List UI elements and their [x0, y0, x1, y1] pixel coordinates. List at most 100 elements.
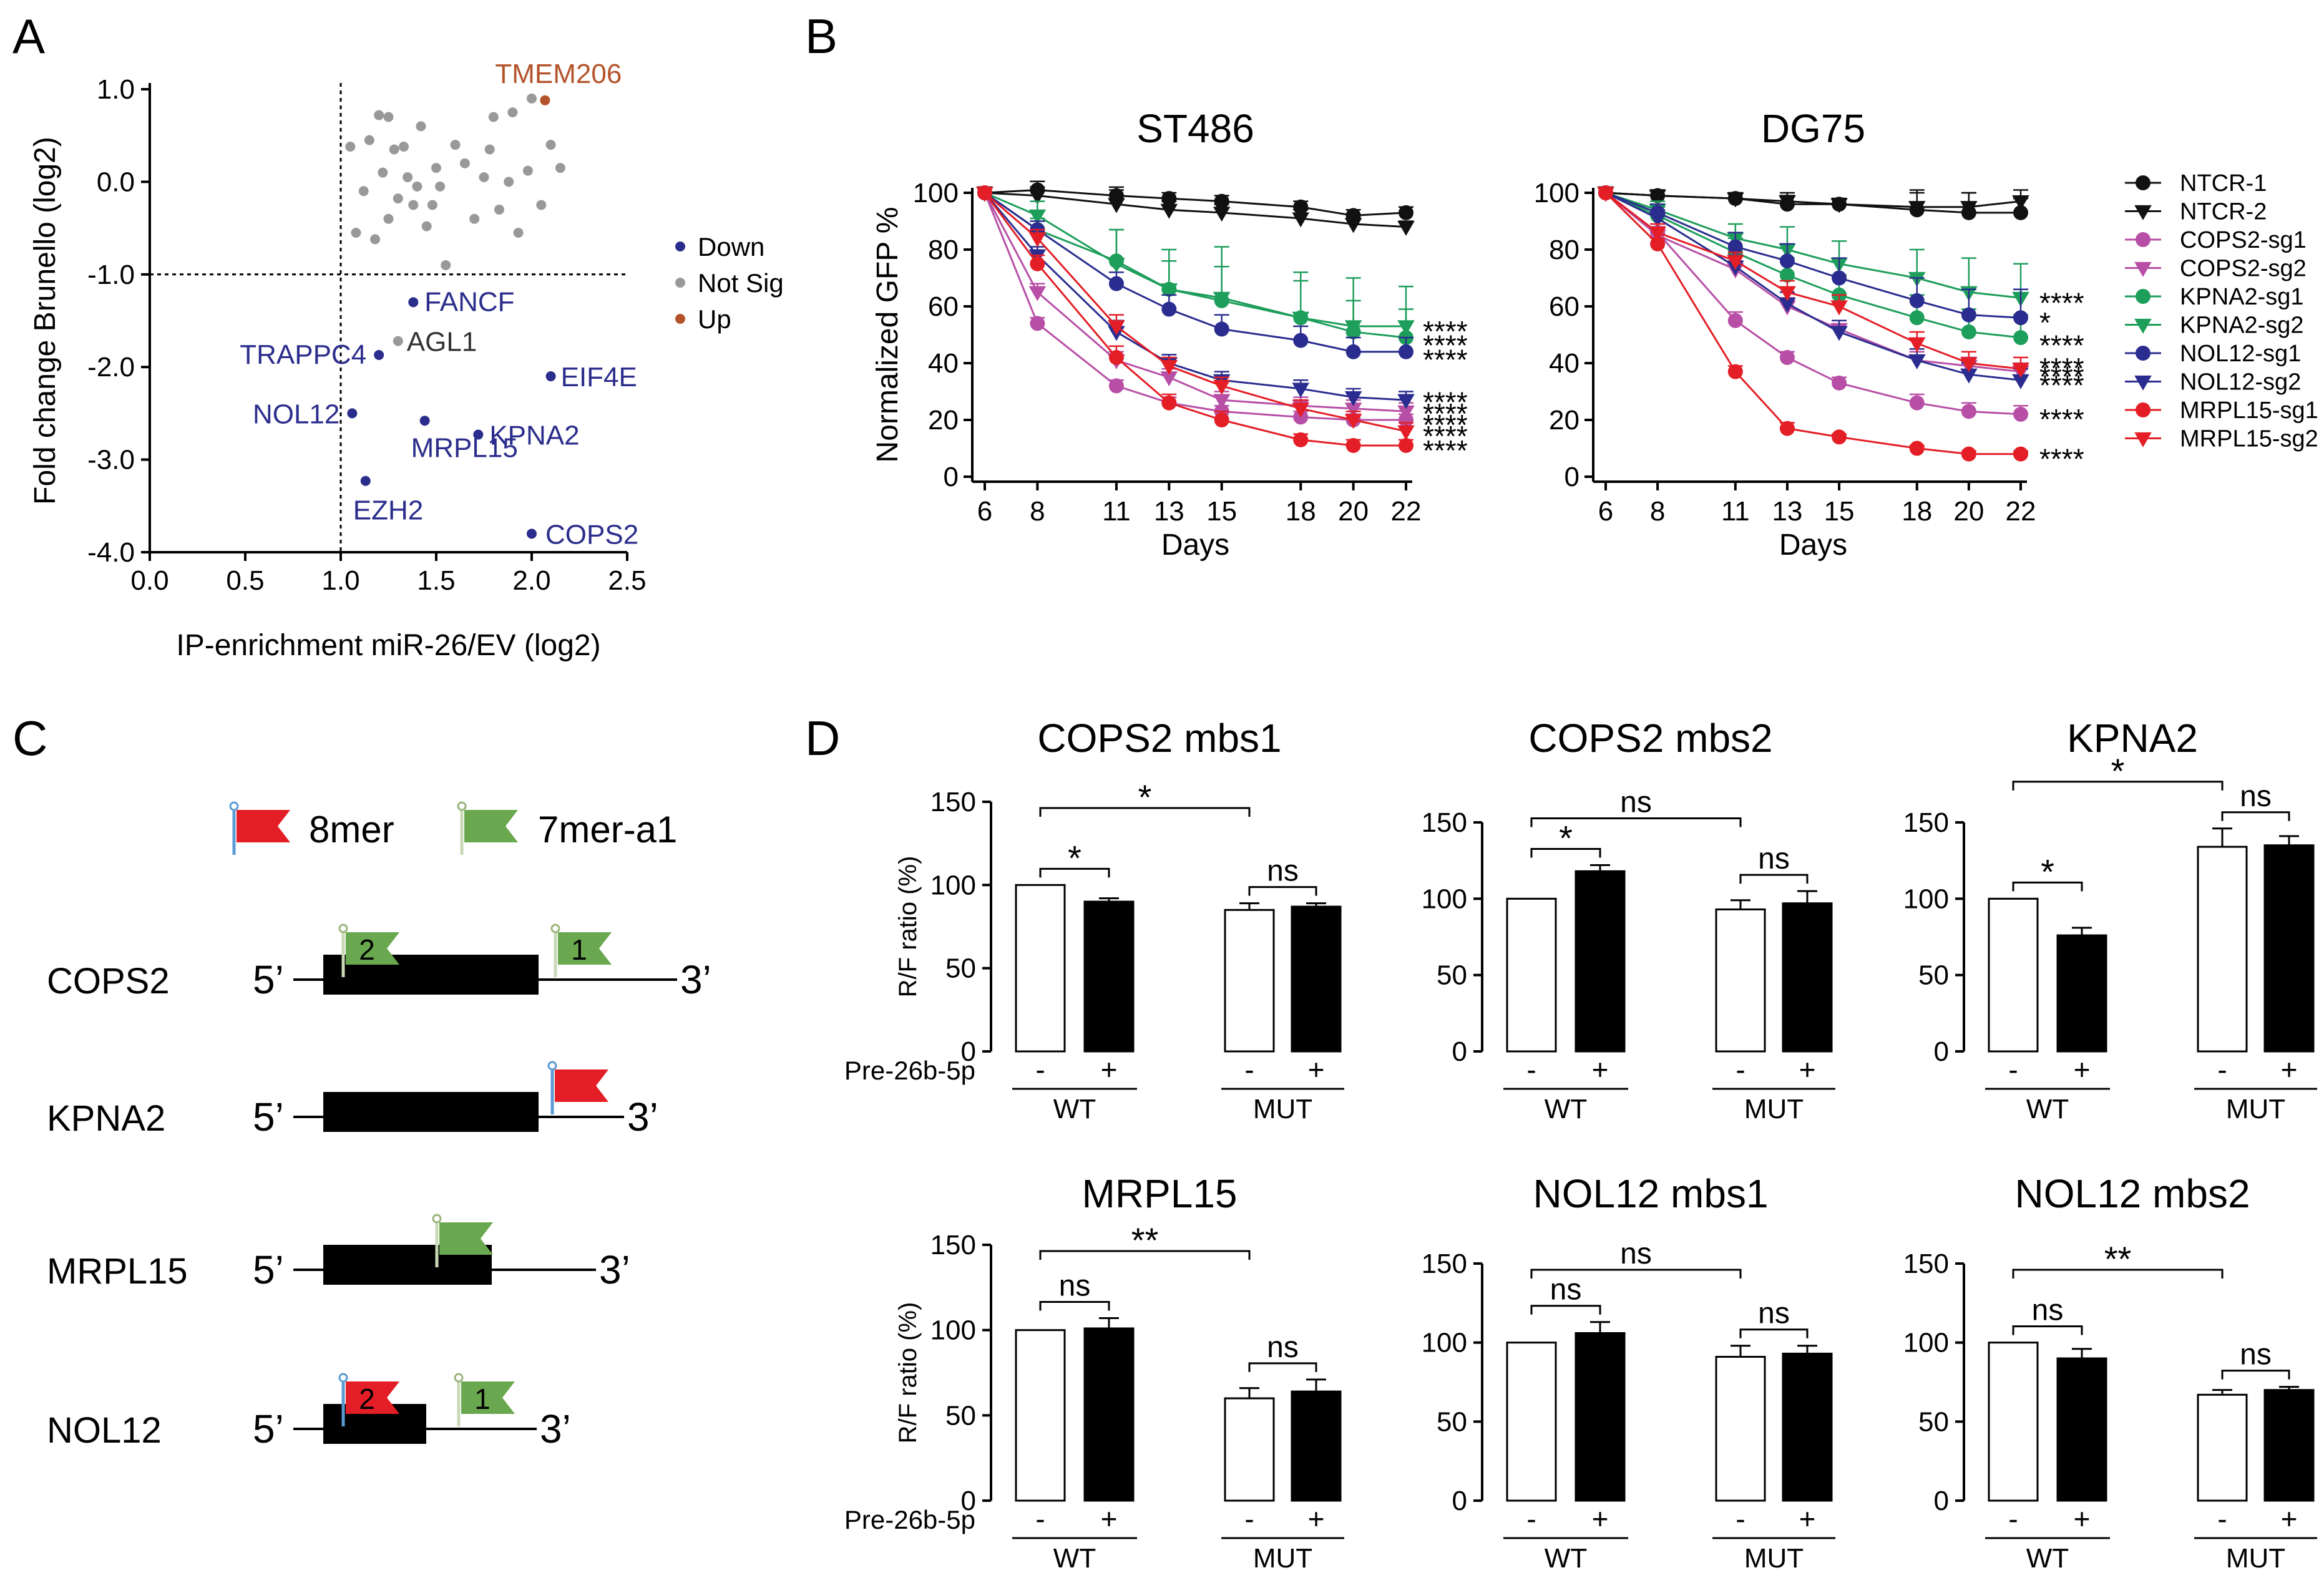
- scatter-chart: 0.0 0.5 1.0 1.5 2.0 2.5 1.0 0.0 -1.0 -2.0 -3.0 -4.0…: [29, 59, 784, 662]
- five-prime-label: 5’: [253, 1094, 284, 1139]
- comparison-label: ns: [2240, 780, 2272, 813]
- data-point: [1028, 209, 1047, 225]
- data-point: [1830, 300, 1848, 316]
- x-tick-label: 13: [1154, 496, 1184, 527]
- y-tick-label: 50: [945, 1400, 976, 1431]
- bar: [1506, 897, 1557, 1053]
- y-tick-label: 100: [1422, 884, 1467, 914]
- treatment-label: Pre-26b-5p: [844, 1056, 975, 1085]
- panel-label-b: B: [805, 9, 837, 64]
- point-label: TRAPPC4: [240, 339, 366, 370]
- y-tick-label: 50: [1437, 1406, 1467, 1437]
- not-sig-point: [504, 177, 514, 187]
- not-sig-point: [383, 112, 394, 122]
- comparison-label: ns: [1267, 1331, 1299, 1364]
- bar: [2263, 844, 2315, 1053]
- series-line: [1605, 192, 2021, 319]
- y-tick-label: -1.0: [87, 260, 135, 290]
- x-tick-label: 2.5: [608, 565, 646, 596]
- y-tick-label: 50: [1437, 960, 1467, 991]
- y-tick-label: 100: [930, 1315, 976, 1346]
- comparison-bracket: [1530, 817, 1742, 827]
- not-sig-point: [507, 107, 518, 118]
- not-sig-point: [431, 163, 441, 173]
- group-label: WT: [1545, 1094, 1587, 1124]
- gene-name: MRPL15: [47, 1251, 188, 1292]
- data-point: [1727, 313, 1743, 328]
- data-point: [1292, 212, 1310, 228]
- data-point: [1028, 189, 1047, 205]
- series-line: [984, 192, 1407, 228]
- x-tick-label: 8: [1030, 496, 1045, 527]
- flag: [346, 932, 399, 965]
- data-point: [2012, 374, 2029, 389]
- significance-label: ****: [2039, 352, 2084, 384]
- data-point: [1214, 321, 1229, 337]
- bar: [2197, 1393, 2248, 1502]
- labeled-point: [393, 336, 403, 346]
- series-line: [984, 192, 1407, 401]
- comparison-bracket: [2012, 881, 2083, 892]
- not-sig-point: [527, 93, 537, 104]
- legend-label: Up: [698, 304, 731, 334]
- data-point: [1214, 193, 1229, 209]
- not-sig-point: [416, 121, 426, 132]
- labeled-point: [374, 349, 384, 360]
- x-tick-label: 20: [1953, 496, 1984, 527]
- not-sig-point: [421, 221, 432, 231]
- flag-number: 2: [359, 1383, 375, 1415]
- point-label: COPS2: [545, 519, 638, 550]
- bar: [1224, 1397, 1275, 1502]
- point-label: EIF4E: [561, 362, 637, 392]
- legend-label: MRPL15-sg2: [2180, 426, 2318, 452]
- bar: [1083, 900, 1135, 1053]
- comparison-label: ns: [1059, 1270, 1091, 1303]
- labeled-point: [408, 297, 419, 308]
- legend-label: NTCR-1: [2180, 170, 2267, 197]
- not-sig-point: [393, 193, 403, 204]
- comparison-bracket: [1248, 1362, 1317, 1372]
- legend-label: Not Sig: [698, 268, 784, 298]
- data-point: [1832, 375, 1847, 391]
- y-tick-label: 0.0: [97, 167, 135, 197]
- x-tick-label: 22: [2006, 496, 2036, 527]
- y-tick-label: 150: [930, 787, 976, 817]
- group-label: MUT: [1253, 1543, 1312, 1574]
- panel-label-c: C: [12, 711, 47, 766]
- flag: [237, 810, 290, 842]
- data-point: [1344, 414, 1362, 429]
- significance-label: ****: [1423, 420, 1468, 452]
- data-point: [2013, 406, 2028, 422]
- series-line: [1605, 192, 2021, 208]
- gene-name: COPS2: [47, 961, 170, 1001]
- treatment-sign: +: [1592, 1503, 1609, 1535]
- y-tick-label: 50: [1918, 960, 1949, 991]
- x-tick-label: 6: [1598, 496, 1613, 527]
- flag-number: 1: [474, 1383, 491, 1415]
- data-point: [1909, 310, 1925, 326]
- treatment-sign: +: [1592, 1053, 1609, 1086]
- y-tick-label: 100: [1903, 884, 1949, 914]
- not-sig-point: [408, 200, 419, 210]
- bar-chart-title: COPS2 mbs1: [1037, 716, 1281, 761]
- comparison-bracket: [2221, 1370, 2290, 1380]
- data-point: [1344, 218, 1362, 233]
- bar-chart-title: NOL12 mbs2: [2014, 1171, 2250, 1216]
- treatment-sign: -: [1736, 1053, 1745, 1086]
- labeled-point: [545, 371, 556, 382]
- y-tick-label: 100: [913, 178, 959, 208]
- group-label: MUT: [1253, 1094, 1312, 1124]
- y-tick-label: 100: [1422, 1328, 1467, 1358]
- labeled-point: [540, 95, 550, 105]
- data-point: [1030, 256, 1045, 271]
- not-sig-point: [403, 172, 413, 182]
- x-tick-label: 15: [1206, 496, 1237, 527]
- bar: [1291, 1390, 1342, 1502]
- data-point: [1649, 227, 1666, 242]
- point-label: KPNA2: [489, 421, 579, 451]
- group-label: WT: [1053, 1094, 1096, 1124]
- treatment-sign: -: [1035, 1503, 1045, 1535]
- x-tick-label: 0.0: [130, 565, 168, 596]
- flag-pole-top: [229, 801, 239, 811]
- significance-label: ****: [2039, 369, 2084, 401]
